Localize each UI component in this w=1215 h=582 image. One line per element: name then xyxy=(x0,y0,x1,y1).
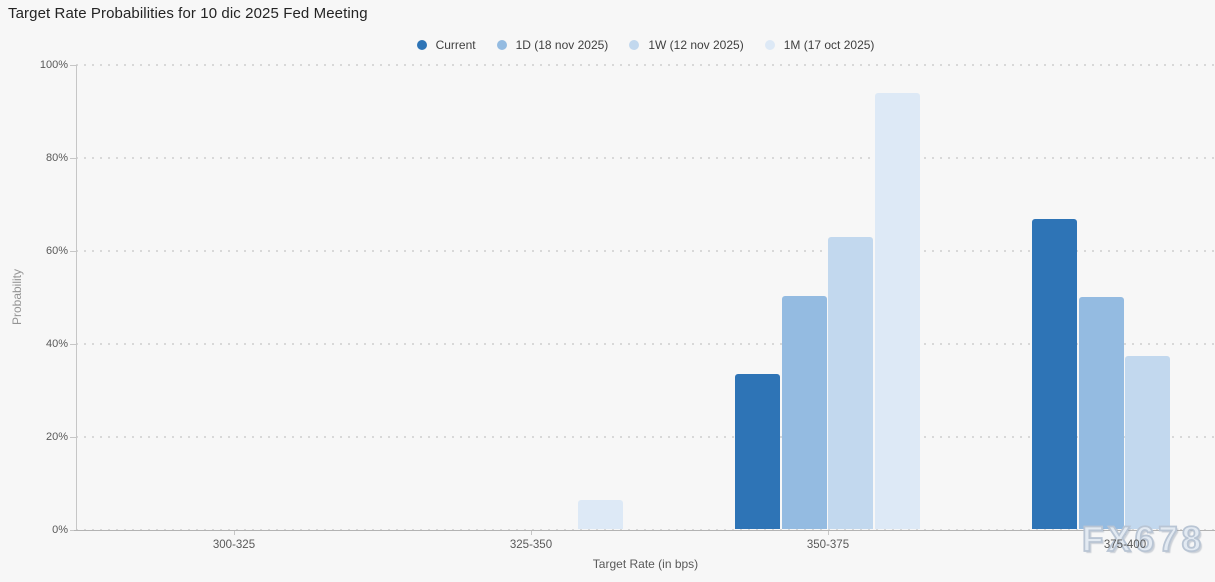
legend-dot-icon xyxy=(764,40,775,50)
legend-label: 1D (18 nov 2025) xyxy=(515,38,609,52)
bar-1d-18-nov-2025-375-400[interactable] xyxy=(1078,296,1124,529)
legend-label: 1M (17 oct 2025) xyxy=(783,38,875,52)
ytick-mark xyxy=(70,251,76,252)
bar-1d-18-nov-2025-350-375[interactable] xyxy=(781,296,827,529)
legend-dot-icon xyxy=(416,40,427,50)
legend-item-current[interactable]: Current xyxy=(416,38,476,52)
xtick-label-375-400: 375-400 xyxy=(1103,539,1147,551)
xtick-mark xyxy=(828,531,829,535)
ytick-mark xyxy=(70,65,76,66)
bar-1w-12-nov-2025-375-400[interactable] xyxy=(1125,355,1170,529)
bar-1m-17-oct-2025-325-350[interactable] xyxy=(577,499,623,529)
legend-label: Current xyxy=(435,38,476,52)
ytick-mark xyxy=(70,530,76,531)
ytick-label-80: 80% xyxy=(45,152,68,164)
xtick-label-350-375: 350-375 xyxy=(806,539,850,551)
ytick-mark xyxy=(70,158,76,159)
xtick-mark xyxy=(531,531,532,535)
chart-title: Target Rate Probabilities for 10 dic 202… xyxy=(8,5,368,22)
x-axis-line xyxy=(74,530,1215,531)
ytick-mark xyxy=(70,344,76,345)
xtick-label-325-350: 325-350 xyxy=(509,539,553,551)
xtick-label-300-325: 300-325 xyxy=(212,539,256,551)
gridline-20 xyxy=(76,436,1215,438)
legend: Current 1D (18 nov 2025) 1W (12 nov 2025) 1… xyxy=(76,36,1215,54)
ytick-label-100: 100% xyxy=(39,59,68,71)
legend-item-1d-18-nov-2025[interactable]: 1D (18 nov 2025) xyxy=(496,38,609,52)
bar-1m-17-oct-2025-350-375[interactable] xyxy=(874,93,920,529)
xtick-mark xyxy=(1125,531,1126,535)
y-axis-line xyxy=(76,65,77,531)
ytick-mark xyxy=(70,437,76,438)
gridline-40 xyxy=(76,343,1215,345)
ytick-label-60: 60% xyxy=(45,245,68,257)
x-axis-title: Target Rate (in bps) xyxy=(592,557,699,571)
bar-current-375-400[interactable] xyxy=(1032,219,1077,529)
ytick-label-20: 20% xyxy=(45,431,68,443)
xtick-mark xyxy=(234,531,235,535)
bar-1w-12-nov-2025-350-375[interactable] xyxy=(828,237,873,529)
plot-area xyxy=(76,64,1215,531)
bar-current-350-375[interactable] xyxy=(735,373,780,529)
legend-dot-icon xyxy=(629,40,640,50)
gridline-100 xyxy=(76,64,1215,66)
legend-item-1m-17-oct-2025[interactable]: 1M (17 oct 2025) xyxy=(764,38,875,52)
legend-label: 1W (12 nov 2025) xyxy=(648,38,744,52)
gridline-60 xyxy=(76,250,1215,252)
ytick-label-40: 40% xyxy=(45,338,68,350)
gridline-80 xyxy=(76,157,1215,159)
legend-dot-icon xyxy=(496,40,507,50)
legend-item-1w-12-nov-2025[interactable]: 1W (12 nov 2025) xyxy=(629,38,744,52)
y-axis-title: Probability xyxy=(10,268,24,326)
watermark: FX678 xyxy=(1081,520,1206,559)
ytick-label-0: 0% xyxy=(52,524,68,536)
